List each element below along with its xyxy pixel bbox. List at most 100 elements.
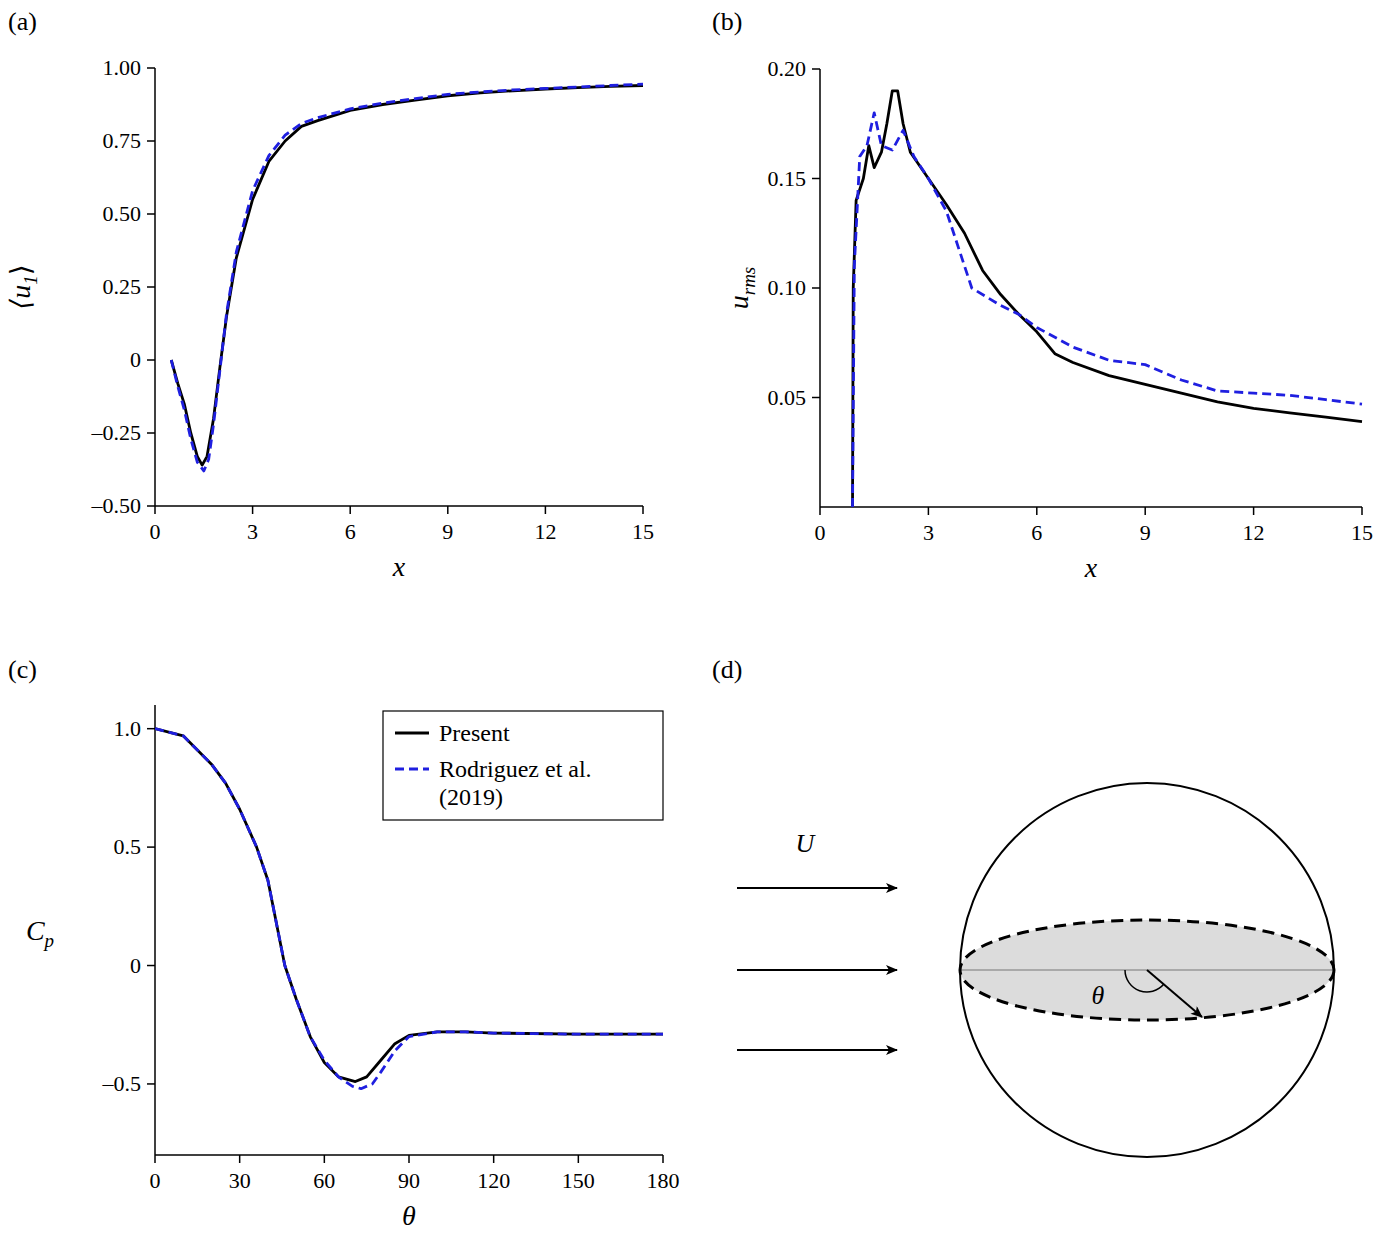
x-tick — [1361, 507, 1363, 515]
y-axis-title-main: u — [723, 295, 754, 309]
flow-arrow — [737, 887, 897, 889]
y-tick-label: 1.0 — [114, 716, 142, 741]
y-axis-title-suffix: ⟩ — [5, 264, 36, 275]
x-tick — [1253, 507, 1255, 515]
equator — [960, 920, 1334, 1020]
x-tick — [493, 1155, 495, 1163]
panel: (b)036912150.050.100.150.20xurms — [712, 7, 1373, 583]
y-tick-label: 0 — [130, 347, 141, 372]
diagram: (d) Uθ — [712, 655, 1334, 1157]
equator-fill — [960, 920, 1334, 1020]
y-tick-label: 1.00 — [103, 55, 142, 80]
legend-box — [383, 711, 663, 820]
x-tick-label: 15 — [1351, 520, 1373, 545]
x-tick-label: 15 — [632, 519, 654, 544]
angle-arrow — [1147, 970, 1202, 1017]
y-tick-label: –0.25 — [91, 420, 142, 445]
y-axis-title-sub: 1 — [20, 275, 41, 285]
panel: (c)0306090120150180–0.500.51.0θCpPresent… — [8, 655, 680, 1231]
x-tick — [408, 1155, 410, 1163]
flow-arrow — [737, 969, 897, 971]
legend-swatch — [395, 768, 429, 771]
y-tick-label: 0 — [130, 953, 141, 978]
x-axis-title: θ — [402, 1200, 416, 1231]
legend-label-line: (2019) — [439, 784, 503, 810]
panel-label: (c) — [8, 655, 37, 684]
flow-label: U — [796, 829, 817, 858]
series-line — [171, 86, 643, 466]
y-tick-label: 0.75 — [103, 128, 142, 153]
series-line — [853, 91, 1362, 507]
x-tick — [349, 506, 351, 514]
y-tick-label: 0.05 — [768, 385, 807, 410]
y-tick — [812, 178, 820, 180]
x-tick-label: 0 — [815, 520, 826, 545]
y-tick — [147, 965, 155, 967]
y-tick-label: 0.50 — [103, 201, 142, 226]
legend-label-line: Present — [439, 720, 510, 746]
x-tick — [1036, 507, 1038, 515]
x-tick — [545, 506, 547, 514]
x-tick — [819, 507, 821, 515]
y-tick — [812, 68, 820, 70]
y-tick — [147, 728, 155, 730]
x-tick-label: 9 — [442, 519, 453, 544]
y-tick-label: 0.10 — [768, 275, 807, 300]
x-tick-label: 120 — [477, 1168, 510, 1193]
x-tick-label: 180 — [647, 1168, 680, 1193]
x-axis-line — [155, 505, 643, 507]
y-tick — [147, 67, 155, 69]
x-tick-label: 3 — [247, 519, 258, 544]
x-tick-label: 12 — [1243, 520, 1265, 545]
x-tick — [1144, 507, 1146, 515]
angle-label: θ — [1092, 981, 1105, 1010]
angle-arc — [1125, 970, 1164, 992]
y-tick-label: 0.15 — [768, 166, 807, 191]
panel: (a)03691215–0.50–0.2500.250.500.751.00x⟨… — [5, 7, 654, 582]
x-tick-label: 30 — [229, 1168, 251, 1193]
y-tick — [147, 286, 155, 288]
series-line — [853, 113, 1362, 507]
x-tick-label: 0 — [150, 519, 161, 544]
y-tick-label: 0.20 — [768, 56, 807, 81]
x-tick-label: 9 — [1140, 520, 1151, 545]
y-tick — [812, 397, 820, 399]
y-axis-title-sub: rms — [738, 267, 759, 296]
y-tick — [147, 846, 155, 848]
y-axis-title: urms — [723, 267, 759, 310]
y-tick — [812, 287, 820, 289]
y-tick — [147, 505, 155, 507]
flow-arrow — [737, 1049, 897, 1051]
x-tick-label: 3 — [923, 520, 934, 545]
figure: (a)03691215–0.50–0.2500.250.500.751.00x⟨… — [0, 0, 1380, 1250]
y-tick — [147, 213, 155, 215]
y-tick-label: –0.50 — [91, 493, 142, 518]
y-tick — [147, 359, 155, 361]
x-tick-label: 150 — [562, 1168, 595, 1193]
y-axis-title: ⟨u1⟩ — [5, 264, 41, 309]
panel-label: (d) — [712, 655, 742, 684]
x-tick-label: 6 — [345, 519, 356, 544]
series-line — [171, 84, 643, 471]
data-group — [853, 91, 1362, 507]
y-tick — [147, 1083, 155, 1085]
x-tick — [578, 1155, 580, 1163]
y-tick-label: 0.25 — [103, 274, 142, 299]
y-axis-line — [154, 705, 156, 1155]
legend-label-line: Rodriguez et al. — [439, 756, 592, 782]
x-tick — [928, 507, 930, 515]
y-axis-title-sub: p — [43, 930, 55, 951]
y-axis-title-main: C — [26, 915, 45, 946]
x-tick-label: 0 — [150, 1168, 161, 1193]
legend-label: Present — [439, 720, 510, 746]
x-tick — [154, 506, 156, 514]
x-tick — [324, 1155, 326, 1163]
y-tick — [147, 432, 155, 434]
x-axis-title: x — [1084, 552, 1098, 583]
x-tick-label: 6 — [1031, 520, 1042, 545]
sphere — [960, 783, 1334, 1157]
data-group — [171, 84, 643, 471]
x-tick — [252, 506, 254, 514]
x-axis-line — [820, 506, 1362, 508]
panel-label: (a) — [8, 7, 37, 36]
